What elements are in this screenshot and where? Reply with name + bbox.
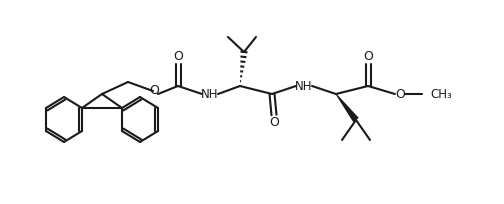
Text: O: O [395, 88, 405, 101]
Text: NH: NH [295, 80, 313, 92]
Text: CH₃: CH₃ [430, 88, 452, 101]
Text: O: O [173, 50, 183, 62]
Text: NH: NH [201, 88, 219, 101]
Polygon shape [336, 94, 359, 122]
Text: O: O [149, 83, 159, 96]
Text: O: O [363, 50, 373, 62]
Text: O: O [269, 116, 279, 130]
